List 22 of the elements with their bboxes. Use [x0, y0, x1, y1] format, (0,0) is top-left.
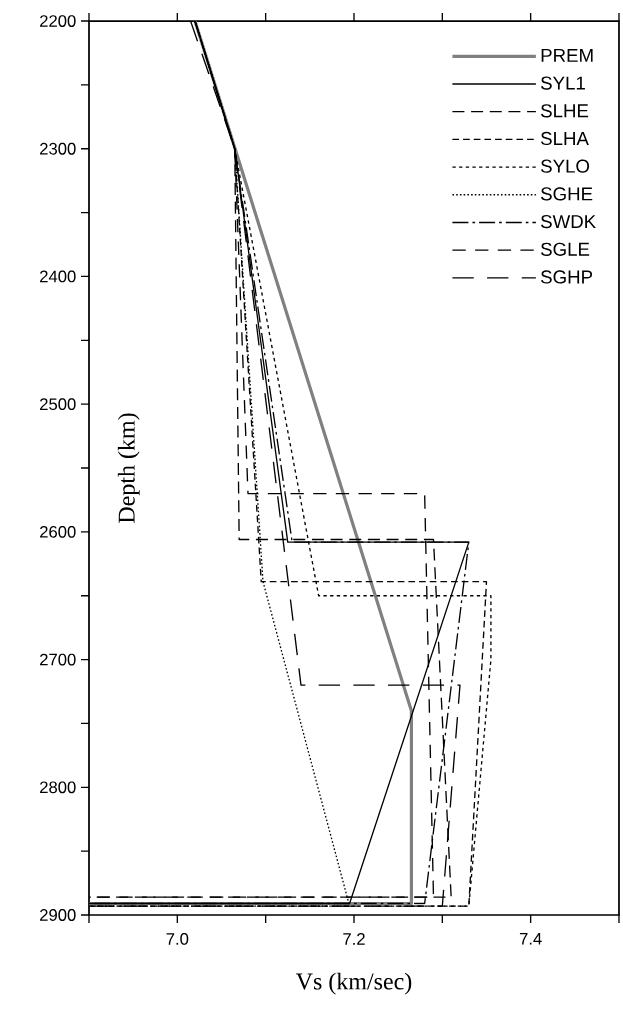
legend-label: SLHE [540, 104, 588, 118]
legend-label: SYLO [540, 159, 589, 173]
y-tick-label: 2500 [39, 398, 76, 411]
y-axis-title: Depth (km) [117, 413, 140, 523]
y-tick-label: 2200 [39, 15, 76, 27]
legend-label: SGHE [540, 187, 593, 201]
y-tick-label: 2800 [39, 781, 76, 794]
legend-label: SYL1 [540, 76, 585, 90]
legend-label: SGLE [540, 242, 589, 256]
y-tick-label: 2900 [39, 909, 76, 921]
legend-label: SLHA [540, 131, 589, 146]
x-axis-title: Vs (km/sec) [295, 972, 412, 995]
y-tick-label: 2600 [39, 525, 76, 538]
legend-label: SGHP [540, 270, 592, 284]
y-tick-label: 2700 [39, 653, 76, 666]
y-tick-label: 2300 [39, 142, 76, 155]
x-tick-label: 7.0 [166, 933, 189, 945]
y-tick-label: 2400 [39, 270, 76, 283]
x-tick-label: 7.2 [343, 933, 365, 945]
x-tick-label: 7.4 [519, 933, 542, 945]
legend-label: PREM [541, 48, 593, 62]
legend-label: SWDK [540, 214, 596, 229]
